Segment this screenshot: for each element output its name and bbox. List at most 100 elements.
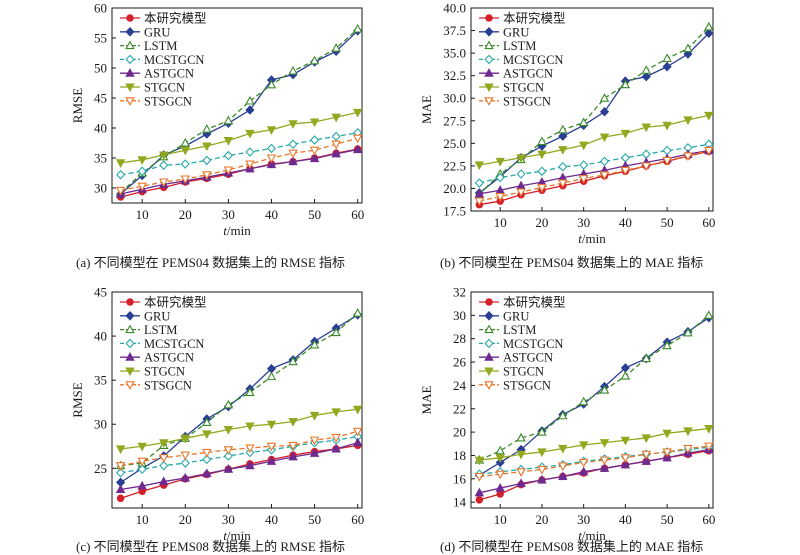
data-point [158,151,169,161]
data-point [266,79,277,89]
data-point [578,441,589,451]
data-point [704,442,714,452]
data-point [223,464,234,473]
data-point [578,117,589,127]
data-point [180,146,191,156]
y-tick-label: 25 [94,461,107,476]
data-point [245,147,255,157]
y-tick-label: 16 [453,471,467,486]
y-tick-label: 25.0 [443,136,466,151]
data-point [331,327,341,337]
data-point [116,494,125,503]
data-point [202,430,212,440]
data-point [578,174,589,184]
data-point [115,484,126,494]
data-point [641,434,651,444]
data-point [558,124,568,134]
data-point [578,141,589,151]
x-axis-label-variable: t [578,528,582,543]
data-point [266,154,277,164]
legend-marker [125,54,135,65]
x-tick-label: 60 [351,512,364,527]
x-tick-label: 20 [535,512,548,527]
x-tick-label: 20 [535,215,548,230]
series-line [479,445,709,478]
data-point [474,197,485,207]
data-point [474,161,485,171]
y-tick-label: 60 [94,1,107,16]
data-point [202,142,212,152]
data-point [641,162,651,172]
data-point [331,140,341,150]
series-line [120,408,358,450]
legend-label: STSGCN [503,378,551,392]
data-point [641,450,651,460]
series-line [479,114,709,166]
data-point [516,468,526,477]
x-axis-label: t/min [578,231,606,246]
y-tick-label: 50 [94,61,107,76]
x-tick-label: 40 [265,512,278,527]
x-tick-label: 60 [702,512,715,527]
y-tick-label: 30 [453,308,466,323]
data-point [683,327,693,337]
data-point [683,427,693,437]
plot-frame [470,7,714,212]
data-point [578,396,589,406]
data-point [352,308,363,317]
data-point [352,144,363,154]
series-stsgcn [474,147,714,207]
data-point [558,410,568,420]
data-point [309,55,320,65]
x-tick-label: 40 [619,512,632,527]
legend-label: GRU [144,309,170,323]
data-point [288,149,298,159]
chart-panel-a: 30 35 40 45 50 55 60 10 20 30 40 50 60 t/min RMSE 本研究模型… [70,1,364,239]
y-tick-label: 30.0 [443,91,466,106]
data-point [516,188,526,198]
series-stgcn [115,108,363,168]
data-point [641,71,651,82]
legend-marker [484,311,494,321]
data-point [309,146,320,156]
legend-marker [484,27,494,37]
data-point [475,496,484,504]
data-point [599,106,610,117]
y-tick-label: 40 [94,121,107,136]
data-point [115,186,126,196]
data-point [641,149,651,159]
y-tick-label: 45 [94,285,107,300]
legend-label: ASTGCN [503,351,553,365]
data-point [288,451,298,461]
data-point [352,427,363,437]
data-point [331,148,341,158]
x-tick-label: 10 [494,512,507,527]
data-point [662,452,672,462]
data-point [137,182,147,192]
legend-marker [484,324,494,334]
data-point [662,53,672,63]
x-tick-label: 40 [619,215,632,230]
legend-label: STGCN [144,81,185,95]
data-point [537,183,547,193]
legend-marker [125,352,135,361]
series-line [479,149,709,195]
legend-label: LSTM [144,39,177,53]
legend-label: ASTGCN [144,67,194,81]
data-point [288,120,298,129]
data-point [620,129,631,139]
caption-a: (a) 不同模型在 PEMS04 数据集上的 RMSE 指标 [76,255,346,270]
data-point [223,115,234,125]
data-point [137,166,147,176]
x-axis-label: t/min [223,528,251,543]
y-tick-label: 27.5 [443,113,466,128]
y-axis-label: MAE [419,95,434,124]
series-stsgcn [474,442,714,482]
data-point [331,113,341,123]
legend-label: 本研究模型 [503,11,566,26]
series-mcstgcn [116,128,363,180]
data-point [245,105,255,115]
legend-label: STSGCN [144,94,192,108]
legend-label: LSTM [144,323,177,337]
data-point [599,439,610,448]
